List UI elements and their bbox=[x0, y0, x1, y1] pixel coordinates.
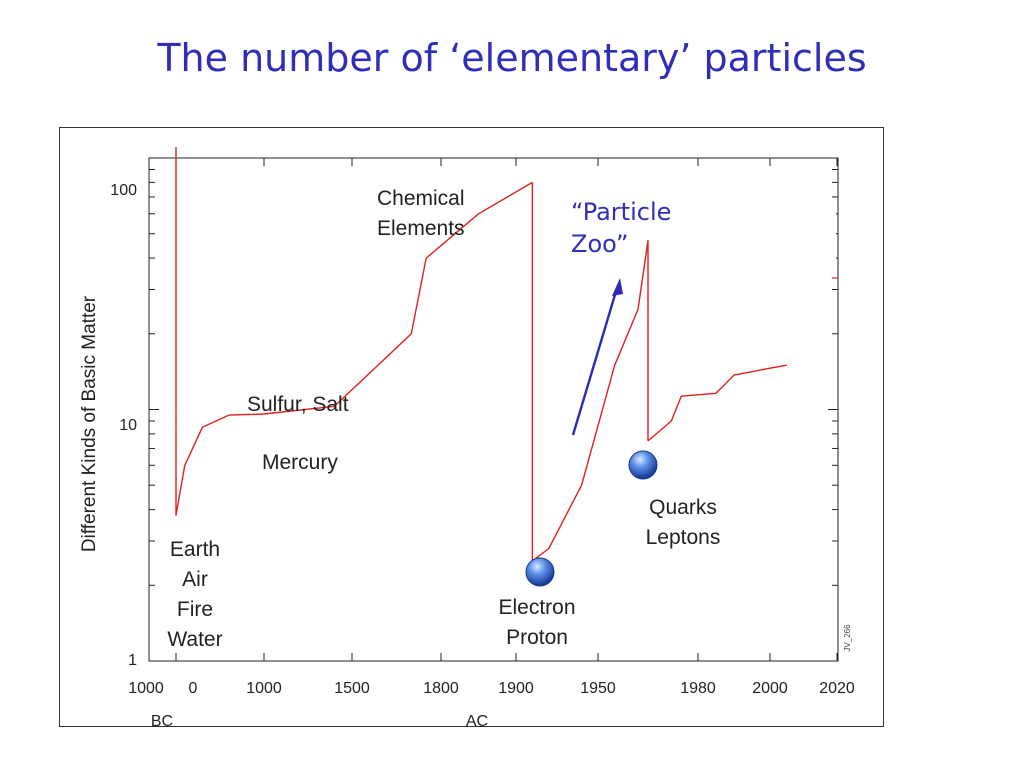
annotation-air: Air bbox=[182, 568, 208, 591]
x-tick-label: 1980 bbox=[680, 680, 716, 697]
x-tick-label: 0 bbox=[189, 680, 198, 697]
chart: 100 10 1 Different Kinds of Basic Matter… bbox=[79, 146, 855, 728]
annotation-quarks: Quarks bbox=[649, 496, 717, 519]
annotation-proton: Proton bbox=[506, 626, 568, 649]
quarks-leptons-marker bbox=[628, 450, 658, 480]
x-tick-label: 1900 bbox=[498, 680, 534, 697]
x-tick-label: 1800 bbox=[423, 680, 459, 697]
electron-proton-marker bbox=[525, 557, 555, 587]
y-tick-label: 10 bbox=[119, 417, 137, 434]
annotation-electron: Electron bbox=[498, 596, 575, 619]
annotation-fire: Fire bbox=[177, 598, 213, 621]
y-tick-label: 1 bbox=[128, 652, 137, 669]
annotation-earth: Earth bbox=[170, 538, 220, 561]
axis-ticks bbox=[148, 157, 838, 662]
x-tick-label: 2000 bbox=[752, 680, 788, 697]
chart-frame: 100 10 1 Different Kinds of Basic Matter… bbox=[59, 127, 884, 728]
series-line-0 bbox=[175, 146, 533, 516]
annotation-chemical: Chemical bbox=[377, 187, 465, 210]
annotation-zoo: Zoo” bbox=[571, 230, 628, 258]
series-line-2 bbox=[647, 364, 787, 442]
x-tick-label: 2020 bbox=[819, 680, 855, 697]
zoo-mask bbox=[560, 188, 700, 268]
particle-zoo-arrow bbox=[571, 278, 623, 436]
annotation-sulfur-salt: Sulfur, Salt bbox=[247, 393, 349, 416]
annotation-mercury: Mercury bbox=[262, 451, 338, 474]
y-axis-label: Different Kinds of Basic Matter bbox=[79, 295, 100, 552]
annotation-elements: Elements bbox=[377, 217, 465, 240]
right-mask bbox=[780, 198, 836, 283]
annotation-water: Water bbox=[167, 628, 222, 651]
slide-title: The number of ‘elementary’ particles bbox=[157, 36, 867, 80]
source-tag: JV_266 bbox=[843, 624, 852, 652]
annotation-particle: “Particle bbox=[571, 198, 671, 226]
x-tick-label: 1000 bbox=[246, 680, 282, 697]
annotation-leptons: Leptons bbox=[646, 526, 721, 549]
era-label-ac: AC bbox=[466, 713, 488, 728]
x-tick-label: 1500 bbox=[334, 680, 370, 697]
era-label-bc: BC bbox=[151, 713, 173, 728]
x-tick-label: 1950 bbox=[580, 680, 616, 697]
y-tick-label: 100 bbox=[110, 182, 137, 199]
x-tick-label: 1000 bbox=[128, 680, 164, 697]
